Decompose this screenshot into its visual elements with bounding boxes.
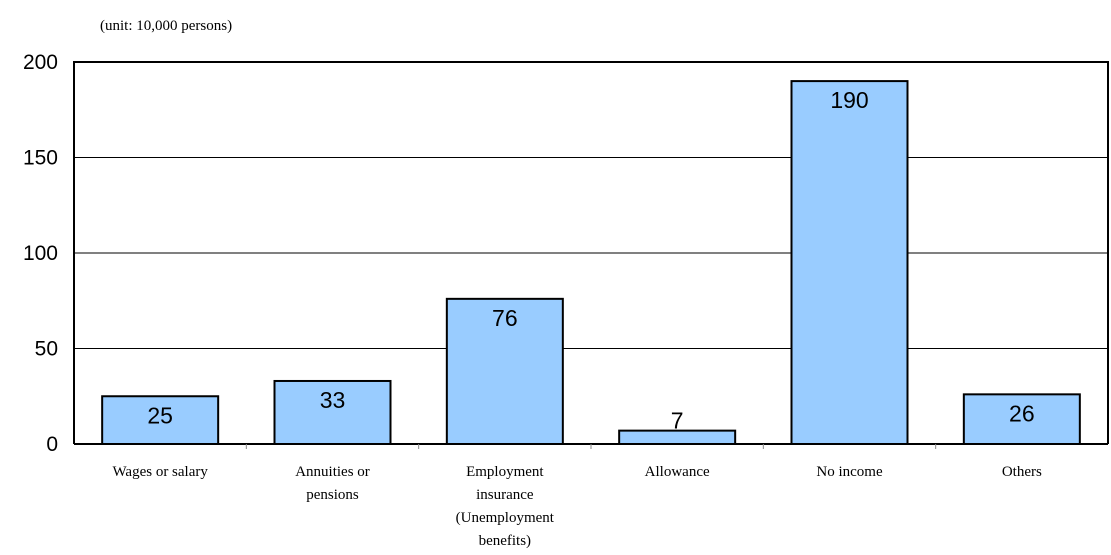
- plot-frame: [73, 61, 1109, 444]
- bar: [790, 80, 909, 445]
- data-label: 25: [147, 402, 173, 428]
- x-category-label: Wages or salary: [112, 464, 208, 480]
- labels: 0 50 100 150 200 25 Wages or salary 33 Annuities…: [23, 51, 1042, 549]
- bars: [101, 80, 1081, 446]
- x-category-label: Employment insurance (Unemployment benefits…: [456, 464, 555, 549]
- gridlines: [74, 61, 1108, 349]
- data-label: 33: [320, 387, 346, 413]
- data-label: 26: [1009, 400, 1035, 426]
- x-category-label: Allowance: [645, 464, 710, 480]
- y-tick-label: 200: [23, 51, 58, 74]
- data-label: 76: [492, 305, 518, 331]
- axes: [73, 61, 1109, 449]
- y-tick-label: 100: [23, 242, 58, 265]
- x-category-label: Annuities or pensions: [295, 464, 370, 503]
- unit-label: (unit: 10,000 persons): [100, 18, 232, 34]
- y-tick-label: 150: [23, 147, 58, 170]
- y-tick-label: 0: [46, 433, 58, 456]
- bar: [445, 297, 564, 445]
- x-category-label: No income: [816, 464, 883, 480]
- data-label: 7: [671, 408, 684, 434]
- bar: [101, 395, 220, 445]
- data-label: 190: [830, 87, 868, 113]
- y-tick-label: 50: [35, 338, 58, 361]
- x-category-label: Others: [1002, 464, 1042, 480]
